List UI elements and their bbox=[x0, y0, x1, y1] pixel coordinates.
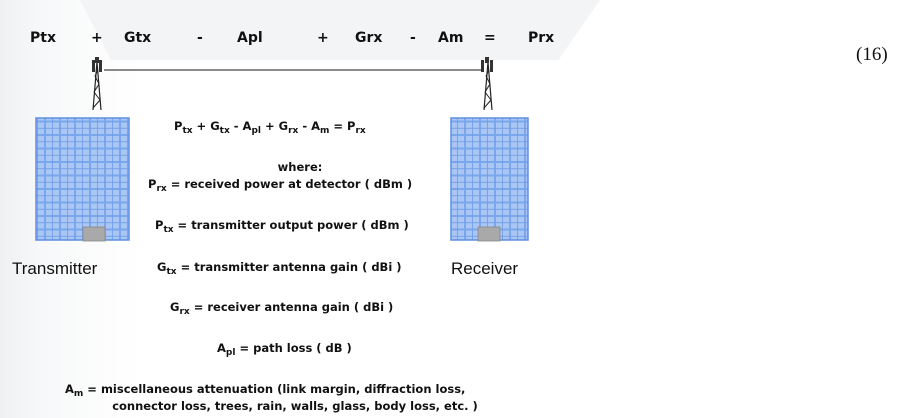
where-label: where: bbox=[277, 160, 323, 174]
top-eq-gtx: Gtx bbox=[124, 30, 152, 46]
top-eq-minus-2: - bbox=[410, 30, 416, 46]
definition-apl: Apl = path loss ( dB ) bbox=[217, 341, 352, 358]
definition-am-continuation: connector loss, trees, rain, walls, glas… bbox=[112, 399, 478, 413]
top-eq-prx: Prx bbox=[528, 30, 555, 46]
top-eq-equals: = bbox=[484, 30, 496, 46]
definition-prx: Prx = received power at detector ( dBm ) bbox=[148, 177, 413, 194]
receiver-building-icon bbox=[450, 117, 529, 242]
definition-grx: Grx = receiver antenna gain ( dBi ) bbox=[170, 300, 394, 317]
top-eq-minus-1: - bbox=[197, 30, 203, 46]
transmitter-label: Transmitter bbox=[12, 259, 98, 278]
top-eq-ptx: Ptx bbox=[30, 30, 56, 46]
definition-ptx: Ptx = transmitter output power ( dBm ) bbox=[155, 218, 409, 235]
transmitter-building-icon bbox=[35, 117, 130, 242]
top-eq-grx: Grx bbox=[355, 30, 383, 46]
top-eq-apl: Apl bbox=[237, 30, 263, 46]
receiver-antenna-icon bbox=[481, 57, 493, 111]
top-eq-plus-2: + bbox=[317, 30, 329, 46]
transmitter-antenna-icon bbox=[92, 57, 102, 111]
formula-line: Ptx + Gtx - Apl + Grx - Am = Prx bbox=[174, 119, 366, 136]
top-eq-plus-1: + bbox=[91, 30, 103, 46]
definition-am: Am = miscellaneous attenuation (link mar… bbox=[65, 382, 466, 399]
equation-number: (16) bbox=[856, 44, 888, 65]
definition-gtx: Gtx = transmitter antenna gain ( dBi ) bbox=[157, 260, 402, 277]
top-eq-am: Am bbox=[438, 30, 464, 46]
background-top-shade bbox=[80, 0, 600, 60]
receiver-label: Receiver bbox=[451, 259, 519, 278]
